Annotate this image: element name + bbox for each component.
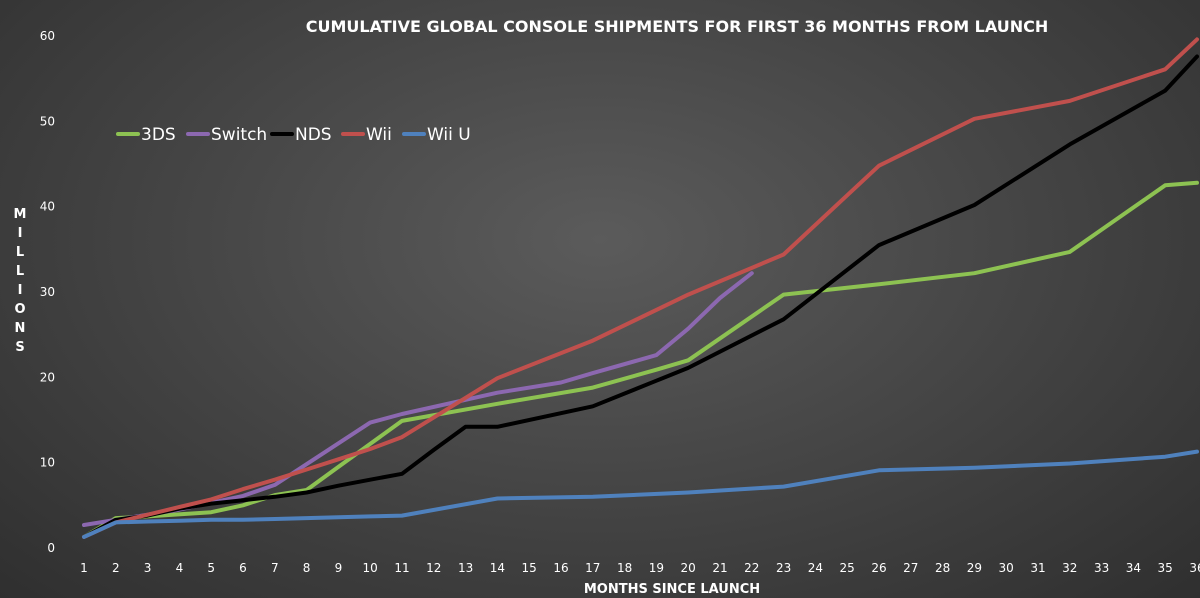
x-tick-label: 1	[80, 561, 88, 575]
x-tick-label: 15	[522, 561, 537, 575]
series-lines	[82, 37, 1199, 539]
y-axis-ticks: 0 10 20 30 40 50 60	[40, 29, 55, 555]
x-tick-label: 21	[712, 561, 727, 575]
x-tick-label: 18	[617, 561, 632, 575]
x-tick-label: 31	[1030, 561, 1045, 575]
x-tick-label: 5	[207, 561, 215, 575]
series-line-wii	[82, 37, 1199, 539]
legend-label: Wii	[366, 125, 392, 145]
y-tick-label: 20	[40, 370, 55, 384]
series-line-nds	[82, 54, 1199, 539]
y-axis-title-letter: N	[15, 321, 26, 336]
y-axis-title-letter: I	[18, 283, 23, 298]
x-tick-label: 11	[394, 561, 409, 575]
x-tick-label: 9	[335, 561, 343, 575]
y-axis-title-letter: I	[18, 226, 23, 241]
x-tick-label: 19	[649, 561, 664, 575]
x-tick-label: 36	[1189, 561, 1200, 575]
legend: 3DS Switch NDS Wii Wii U	[116, 125, 471, 145]
x-tick-label: 23	[776, 561, 791, 575]
x-tick-label: 34	[1126, 561, 1141, 575]
y-tick-label: 60	[40, 29, 55, 43]
x-tick-label: 24	[808, 561, 823, 575]
x-tick-label: 4	[176, 561, 184, 575]
x-tick-label: 30	[999, 561, 1014, 575]
x-tick-label: 25	[840, 561, 855, 575]
x-tick-label: 6	[239, 561, 247, 575]
x-tick-label: 17	[585, 561, 600, 575]
legend-label: Switch	[211, 125, 267, 145]
y-axis-title-letter: L	[16, 245, 24, 260]
x-tick-label: 20	[681, 561, 696, 575]
y-axis-title-letter: S	[15, 340, 24, 355]
x-tick-label: 3	[144, 561, 152, 575]
legend-label: 3DS	[141, 125, 176, 145]
y-tick-label: 10	[40, 456, 55, 470]
x-tick-label: 8	[303, 561, 311, 575]
x-tick-label: 33	[1094, 561, 1109, 575]
x-tick-label: 12	[426, 561, 441, 575]
x-tick-label: 22	[744, 561, 759, 575]
x-axis-ticks: 1 2 3 4 5 6 7 8 9 10 11 12 13 14 15 16 17 18 19 20 21 22 23 24 2…	[80, 561, 1200, 575]
x-tick-label: 27	[903, 561, 918, 575]
y-tick-label: 0	[47, 541, 55, 555]
y-axis-title-letter: L	[16, 264, 24, 279]
legend-label: NDS	[295, 125, 332, 145]
x-tick-label: 32	[1062, 561, 1077, 575]
x-tick-label: 29	[967, 561, 982, 575]
legend-label: Wii U	[427, 125, 471, 145]
y-tick-label: 40	[40, 200, 55, 214]
x-tick-label: 7	[271, 561, 279, 575]
x-tick-label: 14	[490, 561, 505, 575]
x-tick-label: 28	[935, 561, 950, 575]
y-tick-label: 30	[40, 285, 55, 299]
x-tick-label: 13	[458, 561, 473, 575]
x-tick-label: 10	[363, 561, 378, 575]
x-tick-label: 16	[553, 561, 568, 575]
series-line-wii-u	[82, 449, 1199, 539]
y-axis-title-letter: M	[14, 207, 27, 222]
chart-title: CUMULATIVE GLOBAL CONSOLE SHIPMENTS FOR …	[306, 17, 1049, 36]
x-tick-label: 26	[871, 561, 886, 575]
series-line-3ds	[82, 180, 1199, 539]
x-tick-label: 35	[1158, 561, 1173, 575]
x-tick-label: 2	[112, 561, 120, 575]
y-axis-title-letter: O	[14, 302, 25, 317]
x-axis-title: MONTHS SINCE LAUNCH	[584, 582, 760, 597]
y-tick-label: 50	[40, 114, 55, 128]
